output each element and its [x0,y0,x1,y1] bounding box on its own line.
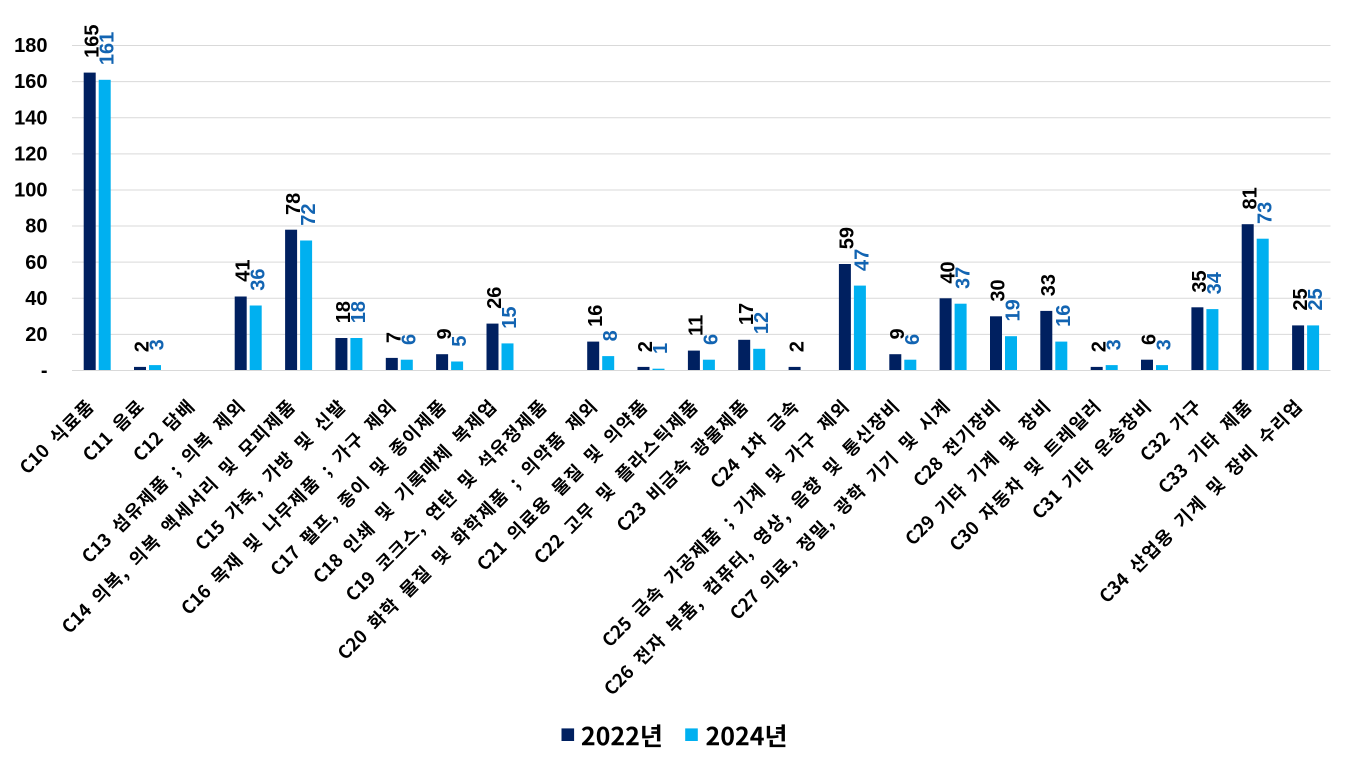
svg-text:36: 36 [247,269,269,291]
svg-text:25: 25 [1290,288,1312,310]
svg-text:3: 3 [1154,339,1176,350]
svg-text:8: 8 [600,330,622,341]
svg-text:37: 37 [952,267,974,289]
svg-text:17: 17 [736,303,758,325]
svg-text:6: 6 [398,334,420,345]
svg-text:20: 20 [25,324,47,346]
svg-text:9: 9 [887,328,909,339]
svg-text:2: 2 [786,341,808,352]
svg-text:6: 6 [701,334,723,345]
svg-text:18: 18 [333,301,355,323]
svg-text:19: 19 [1003,299,1025,321]
svg-text:40: 40 [937,261,959,283]
svg-text:1: 1 [650,343,672,354]
svg-text:120: 120 [14,143,47,165]
svg-text:6: 6 [1139,334,1161,345]
svg-text:16: 16 [585,305,607,327]
svg-text:25: 25 [1305,288,1327,310]
svg-text:33: 33 [1038,274,1060,296]
svg-text:2: 2 [635,341,657,352]
svg-text:7: 7 [383,332,405,343]
svg-text:35: 35 [1189,270,1211,292]
svg-text:34: 34 [1204,271,1226,294]
svg-text:81: 81 [1239,187,1261,209]
svg-text:140: 140 [14,107,47,129]
svg-text:15: 15 [499,306,521,328]
svg-text:161: 161 [96,32,118,65]
svg-text:73: 73 [1254,202,1276,224]
svg-text:41: 41 [232,260,254,282]
svg-text:5: 5 [449,336,471,347]
svg-text:59: 59 [837,227,859,249]
svg-text:6: 6 [902,334,924,345]
svg-text:11: 11 [686,315,708,336]
svg-text:165: 165 [81,25,103,58]
svg-text:180: 180 [14,35,47,57]
svg-text:26: 26 [484,287,506,309]
svg-text:3: 3 [147,339,169,350]
svg-text:2: 2 [1088,341,1110,352]
svg-text:12: 12 [751,312,773,334]
svg-text:9: 9 [434,328,456,339]
svg-text:16: 16 [1053,305,1075,327]
svg-text:18: 18 [348,301,370,323]
svg-text:78: 78 [283,193,305,215]
svg-text:2: 2 [132,341,154,352]
svg-text:60: 60 [25,252,47,274]
svg-text:72: 72 [298,204,320,226]
svg-text:40: 40 [25,288,47,310]
svg-text:100: 100 [14,180,47,202]
svg-text:160: 160 [14,71,47,93]
svg-text:-: - [41,360,48,382]
svg-text:80: 80 [25,216,47,238]
svg-text:47: 47 [852,249,874,271]
svg-text:3: 3 [1103,339,1125,350]
svg-text:30: 30 [988,279,1010,301]
